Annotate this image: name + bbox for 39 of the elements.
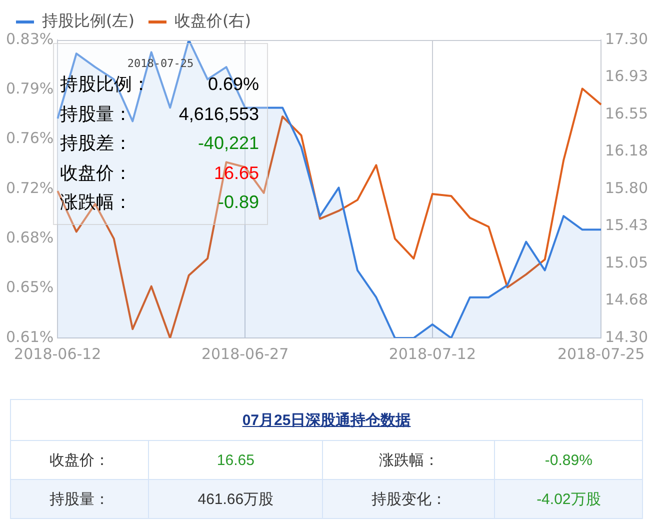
legend-label: 收盘价(右) xyxy=(174,11,251,30)
y2-tick-label: 16.18 xyxy=(605,142,648,160)
y-tick-label: 0.61% xyxy=(6,328,54,346)
y-tick-label: 0.76% xyxy=(6,129,54,148)
y2-tick-label: 15.43 xyxy=(605,216,648,234)
annotation: -40,221 xyxy=(198,132,259,155)
y2-tick-label: 15.05 xyxy=(605,253,648,272)
annotation: 0.69% xyxy=(208,73,259,96)
y2-tick-label: 14.68 xyxy=(605,290,648,309)
annotation: 4,616,553 xyxy=(178,102,259,126)
text: 16.65 xyxy=(148,440,323,480)
text: 461.66万股 xyxy=(148,480,323,518)
text: -4.02万股 xyxy=(494,480,642,518)
x-tick-label: 2018-07-25 xyxy=(557,344,645,363)
x-tick-label: 2018-07-12 xyxy=(388,344,476,363)
y-tick-label: 0.72% xyxy=(6,178,54,197)
y-tick-label: 0.68% xyxy=(6,228,54,247)
y-tick-label: 0.65% xyxy=(6,278,54,296)
text: 持股量： xyxy=(10,480,149,518)
text: 持股变化： xyxy=(322,480,495,518)
text: 收盘价： xyxy=(10,440,149,480)
y2-tick-label: 15.80 xyxy=(605,178,648,197)
y-tick-label: 0.83% xyxy=(6,30,54,48)
annotation: 收盘价： xyxy=(60,162,132,184)
text: 涨跌幅： xyxy=(322,440,495,480)
annotation: 持股比例： xyxy=(60,73,150,96)
annotation: 持股差： xyxy=(60,132,132,155)
y2-tick-label: 16.55 xyxy=(605,104,648,122)
annotation: -0.89 xyxy=(218,191,259,214)
text: 07月25日深股通持仓数据 xyxy=(10,400,642,440)
y-tick-label: 0.79% xyxy=(6,80,54,98)
x-tick-label: 2018-06-12 xyxy=(14,344,102,363)
text: -0.89% xyxy=(494,440,642,480)
annotation: 持股量： xyxy=(60,102,132,126)
y2-tick-label: 17.30 xyxy=(605,30,648,48)
y2-tick-label: 14.30 xyxy=(605,328,648,346)
y2-tick-label: 16.93 xyxy=(605,67,648,86)
legend-label: 持股比例(左) xyxy=(42,11,134,30)
x-tick-label: 2018-06-27 xyxy=(201,344,289,363)
